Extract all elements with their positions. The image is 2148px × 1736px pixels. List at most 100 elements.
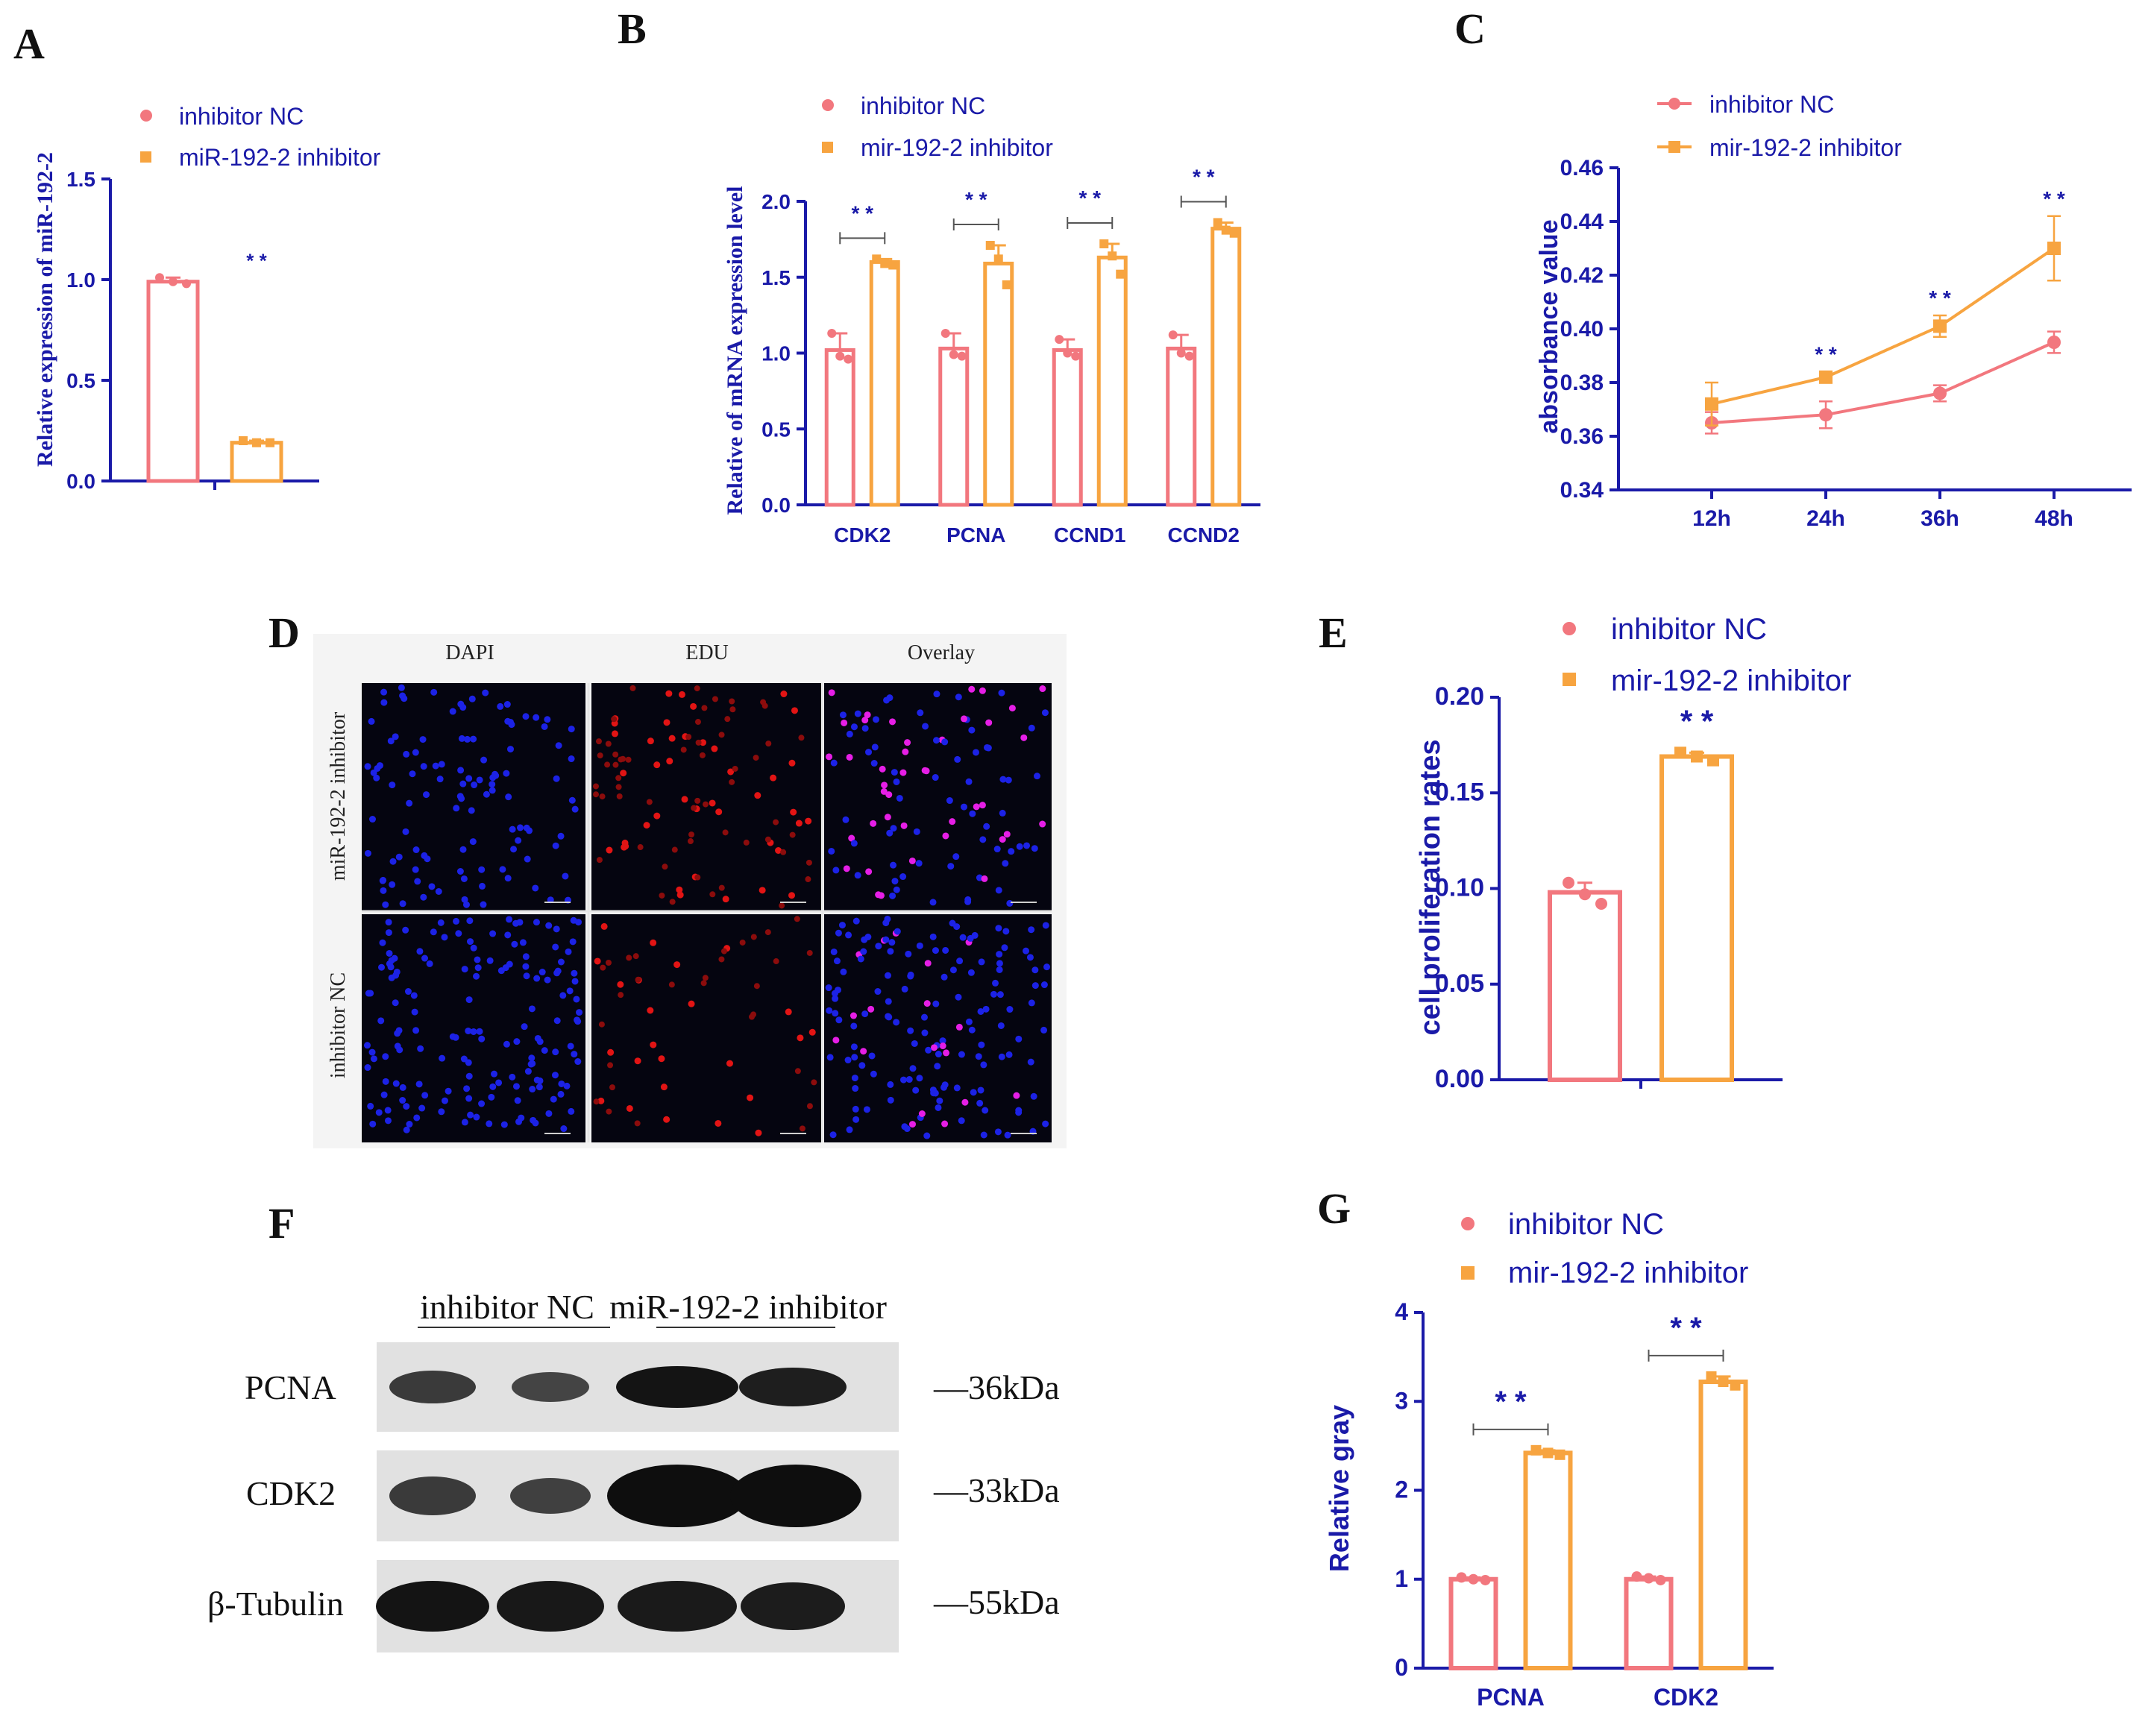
d-nucleus (455, 930, 462, 937)
legend-e-nc-marker (1563, 622, 1576, 635)
panel-d: DAPI EDU Overlay miR-192-2 inhibitor inh… (313, 634, 1067, 1148)
d-nucleus (955, 694, 962, 701)
d-nucleus (789, 831, 796, 838)
d-nucleus (893, 1019, 900, 1026)
d-nucleus (952, 853, 960, 861)
d-nucleus (884, 915, 891, 922)
d-nucleus (1026, 954, 1034, 961)
d-nucleus (568, 755, 575, 763)
d-nucleus (663, 1116, 671, 1123)
d-nucleus (964, 896, 972, 903)
d-nucleus (527, 1060, 535, 1068)
d-nucleus (917, 709, 924, 717)
d-nucleus (513, 1038, 521, 1045)
d-nucleus (929, 933, 937, 940)
c-ytick-label: 0.42 (1560, 263, 1604, 288)
d-nucleus (380, 699, 388, 706)
d-nucleus (1023, 842, 1031, 849)
d-nucleus (562, 872, 569, 880)
d-nucleus (968, 685, 976, 693)
d-image-tile (591, 683, 821, 911)
d-nucleus (468, 807, 475, 814)
d-nucleus (456, 793, 464, 800)
d-nucleus (515, 837, 522, 844)
g-ytick-label: 2 (1395, 1476, 1408, 1503)
legend-g: inhibitor NC mir-192-2 inhibitor (1461, 1208, 1748, 1289)
d-nucleus (896, 794, 903, 802)
d-nucleus (887, 948, 894, 955)
d-nucleus (965, 778, 973, 785)
d-image-tile (591, 914, 821, 1142)
d-nucleus (615, 775, 622, 781)
d-nucleus (626, 1104, 633, 1112)
d-nucleus (438, 761, 445, 768)
d-nucleus (884, 814, 891, 821)
d-nucleus (874, 988, 882, 996)
d-nucleus (373, 774, 380, 781)
b-category-label: PCNA (946, 523, 1005, 547)
d-nucleus (918, 1110, 926, 1117)
d-nucleus (522, 963, 530, 970)
f-protein-label-cdk2: CDK2 (246, 1474, 336, 1512)
d-nucleus (967, 969, 975, 976)
d-nucleus (571, 805, 579, 813)
b-point (1184, 351, 1194, 361)
legend-g-inh-marker (1461, 1266, 1475, 1280)
d-nucleus (597, 752, 603, 759)
d-nucleus (441, 1097, 448, 1104)
d-nucleus (569, 938, 577, 946)
d-nucleus (552, 943, 559, 951)
d-nucleus (805, 817, 812, 825)
d-nucleus (956, 957, 964, 965)
d-nucleus (880, 787, 888, 795)
d-nucleus (685, 734, 692, 740)
d-nucleus (459, 780, 467, 787)
d-nucleus (532, 884, 539, 892)
a-ytick-label: 1.5 (66, 168, 95, 191)
e-point (1691, 750, 1703, 763)
d-nucleus (899, 873, 907, 881)
d-nucleus (795, 820, 803, 827)
d-nucleus (364, 1064, 371, 1072)
d-nucleus (568, 1107, 575, 1115)
d-nucleus (595, 738, 602, 745)
d-nucleus (788, 892, 796, 899)
d-nucleus (403, 1103, 410, 1110)
d-nucleus (932, 737, 940, 744)
d-nucleus (508, 721, 515, 729)
d-nucleus (886, 829, 894, 837)
d-nucleus (394, 1030, 401, 1037)
c-point (1933, 319, 1947, 333)
c-point (2047, 242, 2061, 255)
d-nucleus (392, 999, 399, 1007)
d-nucleus (544, 976, 551, 984)
d-nucleus (676, 886, 683, 893)
d-nucleus (932, 774, 939, 781)
d-nucleus (660, 1084, 668, 1091)
c-ytick-label: 0.44 (1560, 210, 1604, 234)
b-point (872, 254, 882, 264)
d-nucleus (509, 825, 516, 833)
d-nucleus (502, 964, 509, 972)
d-nucleus (900, 822, 908, 829)
d-nucleus (545, 1110, 553, 1117)
b-point (949, 350, 958, 359)
d-nucleus (694, 797, 701, 804)
d-nucleus (946, 797, 953, 805)
b-point (827, 329, 837, 339)
d-nucleus (999, 809, 1006, 817)
d-nucleus (575, 919, 582, 926)
d-nucleus (882, 936, 890, 943)
d-nucleus (798, 735, 805, 741)
b-bar (1096, 255, 1128, 507)
d-nucleus (753, 755, 759, 761)
d-nucleus (571, 1051, 578, 1058)
d-nucleus (500, 1121, 508, 1128)
d-nucleus (839, 711, 847, 719)
d-nucleus (857, 955, 864, 963)
d-nucleus (933, 691, 940, 698)
d-nucleus (1040, 981, 1048, 989)
c-series-line (1711, 341, 2055, 424)
d-nucleus (480, 901, 487, 908)
d-nucleus (1008, 705, 1016, 712)
